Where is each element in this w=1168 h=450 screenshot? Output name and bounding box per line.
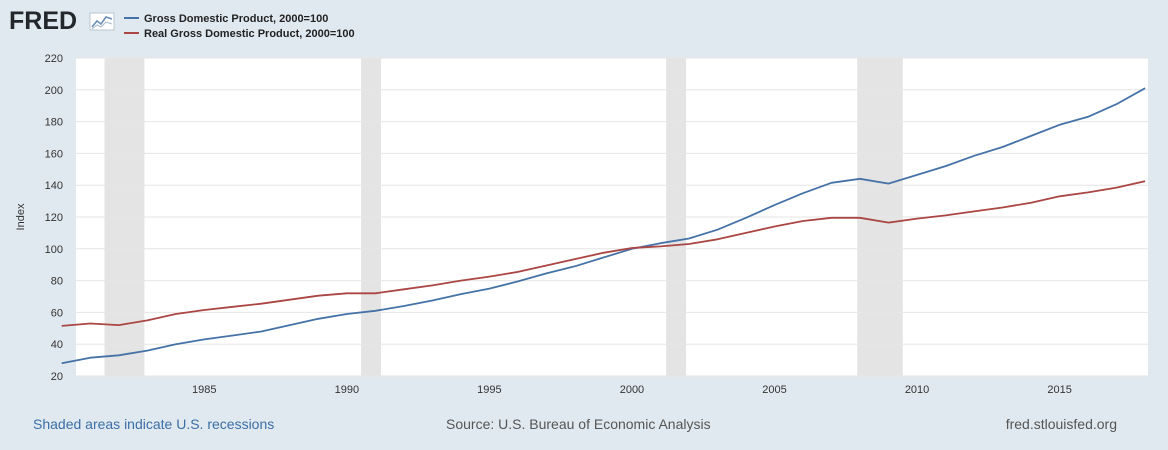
fred-url-text: fred.stlouisfed.org (1005, 416, 1117, 432)
x-tick-label: 2015 (1047, 384, 1071, 396)
y-tick-label: 60 (51, 307, 63, 319)
y-axis-label: Index (15, 203, 27, 230)
legend: Gross Domestic Product, 2000=100 Real Gr… (124, 13, 355, 40)
fred-logo[interactable]: FRED (9, 7, 115, 35)
fred-logo-text: FRED (9, 7, 77, 35)
y-tick-label: 220 (45, 53, 63, 65)
legend-label-gdp: Gross Domestic Product, 2000=100 (144, 13, 328, 25)
series-line-real-gdp (61, 180, 1146, 327)
y-axis: 20 40 60 80 100 120 140 160 180 200 220 (45, 53, 63, 383)
chart: FRED Gross Domestic Product, 2000=100 Re… (9, 7, 1148, 396)
x-tick-label: 2010 (905, 384, 929, 396)
x-tick-label: 2005 (762, 384, 786, 396)
y-tick-label: 160 (45, 148, 63, 160)
x-tick-label: 1990 (335, 384, 359, 396)
y-tick-label: 180 (45, 117, 63, 129)
y-tick-label: 20 (51, 371, 63, 383)
y-tick-label: 200 (45, 85, 63, 97)
y-tick-label: 80 (51, 276, 63, 288)
legend-label-real-gdp: Real Gross Domestic Product, 2000=100 (144, 28, 355, 40)
x-axis: 1985 1990 1995 2000 2005 2010 2015 (192, 384, 1072, 396)
recession-note-link[interactable]: Shaded areas indicate U.S. recessions (33, 416, 275, 432)
chart-trend-icon (89, 12, 115, 31)
y-tick-label: 120 (45, 212, 63, 224)
gridlines (76, 57, 1148, 377)
y-tick-label: 140 (45, 180, 63, 192)
x-tick-label: 1985 (192, 384, 216, 396)
y-tick-label: 40 (51, 339, 63, 351)
x-tick-label: 2000 (620, 384, 644, 396)
x-tick-label: 1995 (477, 384, 501, 396)
series-lines (61, 87, 1146, 365)
series-line-gdp (61, 87, 1146, 365)
y-tick-label: 100 (45, 244, 63, 256)
source-text: Source: U.S. Bureau of Economic Analysis (446, 416, 711, 432)
